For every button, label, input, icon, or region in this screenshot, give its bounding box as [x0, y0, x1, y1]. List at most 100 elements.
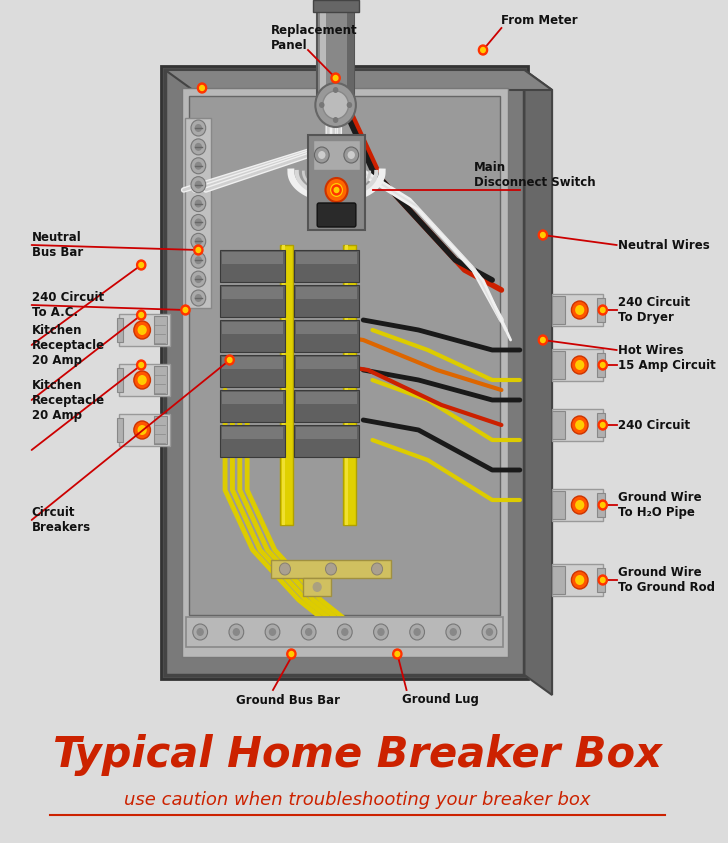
FancyBboxPatch shape — [182, 88, 508, 657]
FancyBboxPatch shape — [165, 70, 524, 675]
Circle shape — [194, 294, 202, 302]
Circle shape — [334, 187, 339, 192]
Circle shape — [414, 628, 421, 636]
FancyBboxPatch shape — [222, 322, 283, 334]
Circle shape — [199, 85, 205, 90]
FancyBboxPatch shape — [308, 135, 365, 230]
Circle shape — [137, 310, 146, 320]
FancyBboxPatch shape — [186, 617, 503, 647]
Circle shape — [575, 575, 585, 585]
FancyBboxPatch shape — [221, 320, 285, 352]
Circle shape — [191, 214, 206, 230]
Circle shape — [575, 305, 585, 315]
FancyBboxPatch shape — [312, 140, 360, 170]
Circle shape — [191, 234, 206, 250]
FancyBboxPatch shape — [294, 355, 359, 387]
Circle shape — [191, 271, 206, 287]
Circle shape — [601, 422, 605, 427]
Circle shape — [323, 91, 349, 119]
Circle shape — [598, 500, 607, 510]
Circle shape — [325, 563, 336, 575]
Circle shape — [347, 102, 352, 108]
FancyBboxPatch shape — [296, 357, 357, 369]
Circle shape — [183, 308, 188, 313]
FancyBboxPatch shape — [552, 491, 565, 519]
Circle shape — [575, 420, 585, 430]
Circle shape — [395, 652, 400, 657]
FancyBboxPatch shape — [221, 425, 285, 457]
Circle shape — [194, 143, 202, 151]
FancyBboxPatch shape — [294, 250, 359, 282]
FancyBboxPatch shape — [597, 413, 604, 437]
FancyBboxPatch shape — [347, 0, 354, 95]
FancyBboxPatch shape — [552, 411, 565, 439]
Circle shape — [575, 360, 585, 370]
Circle shape — [191, 177, 206, 193]
FancyBboxPatch shape — [296, 392, 357, 404]
FancyBboxPatch shape — [317, 0, 354, 95]
FancyBboxPatch shape — [552, 296, 565, 324]
Circle shape — [194, 245, 203, 255]
FancyBboxPatch shape — [552, 489, 603, 521]
FancyBboxPatch shape — [117, 418, 123, 442]
Circle shape — [194, 200, 202, 207]
Circle shape — [301, 624, 316, 640]
Circle shape — [265, 624, 280, 640]
Text: use caution when troubleshooting your breaker box: use caution when troubleshooting your br… — [124, 791, 591, 809]
FancyBboxPatch shape — [119, 364, 170, 396]
Circle shape — [575, 500, 585, 510]
Circle shape — [315, 83, 356, 127]
FancyBboxPatch shape — [154, 416, 167, 444]
Circle shape — [139, 262, 143, 267]
Text: 240 Circuit
To A.C.: 240 Circuit To A.C. — [31, 291, 103, 319]
FancyBboxPatch shape — [296, 287, 357, 299]
Circle shape — [194, 256, 202, 264]
Circle shape — [601, 502, 605, 507]
FancyBboxPatch shape — [119, 314, 170, 346]
Circle shape — [305, 628, 312, 636]
Circle shape — [314, 147, 329, 163]
FancyBboxPatch shape — [222, 392, 283, 404]
Circle shape — [331, 73, 340, 83]
Text: Ground Lug: Ground Lug — [402, 694, 479, 706]
Circle shape — [332, 185, 341, 195]
Text: Kitchen
Receptacle
20 Amp: Kitchen Receptacle 20 Amp — [31, 324, 105, 367]
FancyBboxPatch shape — [552, 564, 603, 596]
Text: Replacement
Panel: Replacement Panel — [271, 24, 357, 52]
Text: 15 Amp Circuit: 15 Amp Circuit — [618, 358, 716, 372]
Circle shape — [194, 275, 202, 283]
Circle shape — [377, 628, 384, 636]
Circle shape — [371, 563, 383, 575]
Circle shape — [134, 371, 151, 389]
Text: Main
Disconnect Switch: Main Disconnect Switch — [474, 161, 596, 189]
Circle shape — [191, 139, 206, 155]
Circle shape — [482, 624, 496, 640]
Circle shape — [194, 124, 202, 132]
Circle shape — [598, 305, 607, 315]
Circle shape — [601, 308, 605, 313]
Circle shape — [344, 147, 359, 163]
Circle shape — [191, 120, 206, 136]
Circle shape — [571, 356, 588, 374]
Circle shape — [197, 83, 207, 93]
Circle shape — [191, 290, 206, 306]
FancyBboxPatch shape — [222, 287, 283, 299]
Text: Kitchen
Receptacle
20 Amp: Kitchen Receptacle 20 Amp — [31, 379, 105, 422]
Circle shape — [410, 624, 424, 640]
Circle shape — [571, 416, 588, 434]
Circle shape — [450, 628, 457, 636]
Circle shape — [191, 158, 206, 174]
Circle shape — [194, 218, 202, 227]
Circle shape — [571, 571, 588, 589]
FancyBboxPatch shape — [221, 285, 285, 317]
Circle shape — [341, 628, 349, 636]
Circle shape — [138, 325, 147, 335]
Text: Ground Wire
To H₂O Pipe: Ground Wire To H₂O Pipe — [618, 491, 702, 519]
FancyBboxPatch shape — [154, 366, 167, 394]
Text: From Meter: From Meter — [502, 13, 578, 26]
FancyBboxPatch shape — [221, 355, 285, 387]
FancyBboxPatch shape — [202, 118, 208, 308]
FancyBboxPatch shape — [221, 250, 285, 282]
FancyBboxPatch shape — [312, 0, 359, 12]
Circle shape — [134, 321, 151, 339]
